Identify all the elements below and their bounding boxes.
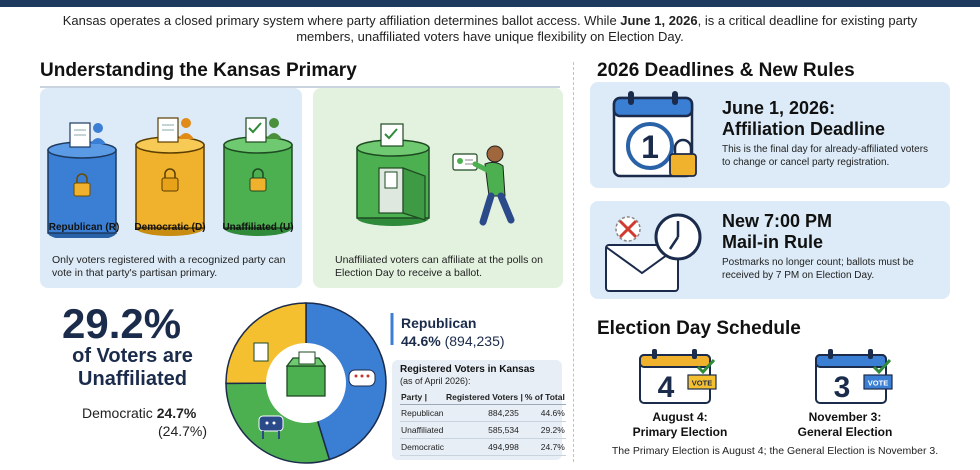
table-row: Democratic 494,998 24.7% bbox=[400, 438, 566, 456]
table-title: Registered Voters in Kansas bbox=[400, 364, 535, 375]
voter-with-id-icon bbox=[452, 145, 515, 226]
democratic-donkey-icon bbox=[258, 415, 284, 439]
table-cell: 494,998 bbox=[444, 438, 524, 456]
table-subtitle: (as of April 2026): bbox=[400, 376, 471, 386]
unaffiliated-subtitle: of Voters are Unaffiliated bbox=[72, 345, 193, 390]
unaffiliated-percent: 29.2% bbox=[62, 300, 182, 347]
primary-election-label: August 4: Primary Election bbox=[632, 410, 728, 439]
democratic-cylinder-icon bbox=[135, 117, 205, 236]
republican-chart-label: Republican 44.6% (894,235) bbox=[401, 314, 505, 350]
august-day-number: 4 bbox=[658, 371, 675, 404]
november-calendar-icon: 3 VOTE bbox=[815, 349, 893, 404]
republican-cylinder-icon bbox=[47, 122, 117, 238]
democratic-chart-paren: (24.7%) bbox=[158, 423, 208, 439]
democratic-label: Democratic (D) bbox=[134, 222, 206, 233]
table-header-row: Party | Registered Voters | % of Total bbox=[400, 390, 566, 405]
mail-rule-text: Postmarks no longer count; ballots must … bbox=[722, 257, 914, 281]
table-cell: 29.2% bbox=[523, 421, 566, 439]
november-vote-tag: VOTE bbox=[868, 379, 888, 388]
schedule-note: The Primary Election is August 4; the Ge… bbox=[611, 445, 939, 457]
republican-elephant-icon bbox=[348, 369, 376, 387]
deadlines-title: 2026 Deadlines & New Rules bbox=[597, 60, 855, 81]
democratic-chart-name: Democratic bbox=[82, 405, 153, 421]
table-cell: 44.6% bbox=[523, 404, 566, 422]
understanding-rule bbox=[40, 86, 560, 88]
table-header: Registered Voters | bbox=[444, 390, 524, 405]
general-election-label: November 3: General Election bbox=[797, 410, 893, 439]
table-row: Republican 884,235 44.6% bbox=[400, 404, 566, 422]
calendar-number: 1 bbox=[641, 129, 659, 165]
top-bar bbox=[0, 0, 980, 7]
republican-leader-line bbox=[390, 313, 394, 345]
schedule-title: Election Day Schedule bbox=[597, 318, 801, 339]
democratic-chart-pct: 24.7% bbox=[156, 405, 197, 421]
affiliation-deadline-card: 1 June 1, 2026: Affiliation Deadline This… bbox=[590, 82, 950, 188]
table-cell: Democratic bbox=[400, 438, 445, 456]
unaffiliated-text: Unaffiliated voters can affiliate at the… bbox=[335, 254, 543, 279]
party-donut-chart bbox=[225, 302, 387, 464]
deadline-text: This is the final day for already-affili… bbox=[722, 144, 929, 168]
table-cell: Unaffiliated bbox=[400, 421, 445, 439]
mail-rule-title: New 7:00 PM Mail-in Rule bbox=[722, 211, 833, 252]
mail-in-rule-card: New 7:00 PM Mail-in Rule Postmarks no lon… bbox=[590, 201, 950, 299]
intro-text: Kansas operates a closed primary system … bbox=[62, 13, 918, 44]
democratic-chart-label: Democratic 24.7% (24.7%) bbox=[82, 404, 207, 440]
unaffiliated-cylinder-icon bbox=[223, 117, 293, 236]
august-calendar-icon: 4 VOTE bbox=[639, 349, 717, 404]
table-header: % of Total bbox=[523, 390, 566, 405]
unaffiliated-panel: Unaffiliated voters can affiliate at the… bbox=[313, 88, 563, 288]
closed-primary-text: Only voters registered with a recognized… bbox=[52, 254, 286, 279]
table-header: Party | bbox=[400, 390, 445, 405]
closed-primary-panel: Republican (R) Democratic (D) Unaffiliat… bbox=[40, 88, 302, 288]
intro-date: June 1, 2026 bbox=[620, 13, 698, 28]
donut-slice-republican bbox=[305, 302, 387, 461]
november-day-number: 3 bbox=[834, 371, 851, 404]
ballot-box-door-icon bbox=[356, 123, 430, 226]
registered-voters-table: Registered Voters in Kansas (as of April… bbox=[392, 360, 566, 460]
republican-chart-count: (894,235) bbox=[444, 333, 505, 349]
ballot-box-center-icon bbox=[285, 351, 327, 397]
republican-label: Republican (R) bbox=[48, 222, 120, 233]
table-cell: 585,534 bbox=[444, 421, 524, 439]
calendar-lock-icon: 1 bbox=[612, 91, 697, 178]
republican-chart-name: Republican bbox=[401, 315, 477, 331]
deadline-title: June 1, 2026: Affiliation Deadline bbox=[722, 98, 886, 139]
republican-chart-pct: 44.6% bbox=[401, 333, 441, 349]
envelope-clock-icon bbox=[605, 213, 702, 292]
table-cell: Republican bbox=[400, 404, 445, 422]
unaffiliated-label: Unaffiliated (U) bbox=[222, 222, 294, 233]
table-cell: 24.7% bbox=[523, 438, 566, 456]
ballot-paper-icon bbox=[253, 342, 269, 362]
table-row: Unaffiliated 585,534 29.2% bbox=[400, 421, 566, 439]
section-divider bbox=[573, 62, 574, 462]
understanding-title: Understanding the Kansas Primary bbox=[40, 60, 357, 81]
august-vote-tag: VOTE bbox=[692, 379, 712, 388]
party-cylinders-illustration bbox=[47, 117, 293, 238]
table-cell: 884,235 bbox=[444, 404, 524, 422]
polling-booth-illustration bbox=[356, 123, 515, 226]
